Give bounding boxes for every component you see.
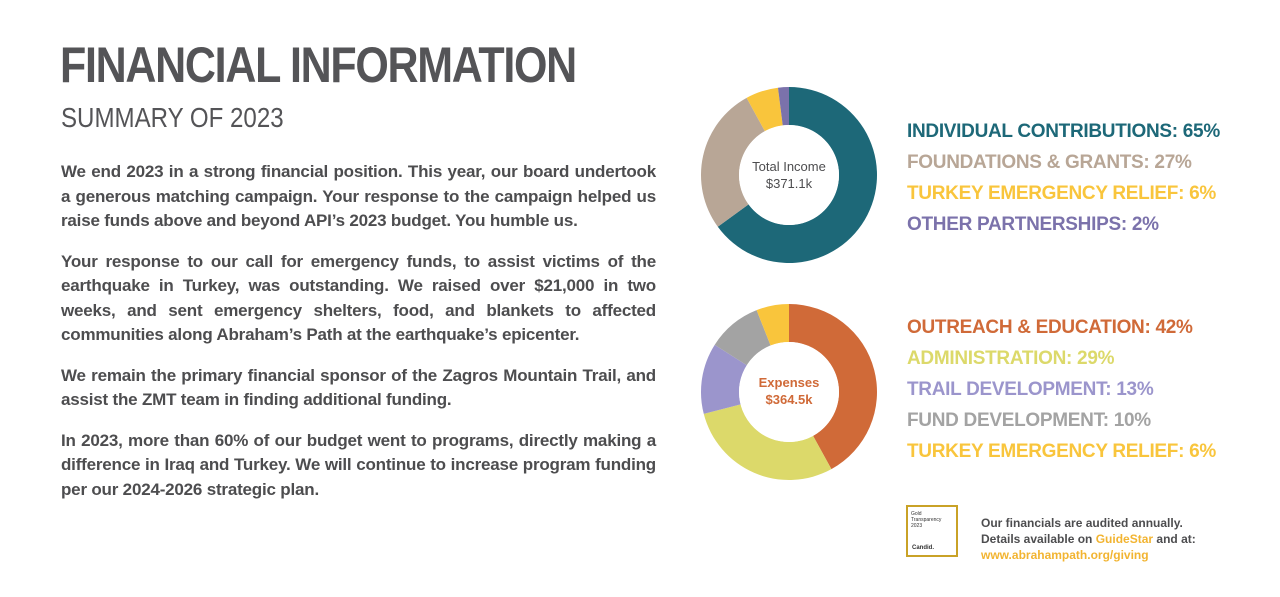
- legend-item: OTHER PARTNERSHIPS: 2%: [907, 214, 1159, 235]
- legend-item: ADMINISTRATION: 29%: [907, 348, 1115, 369]
- expenses-center-value: $364.5k: [765, 392, 813, 407]
- donut-hole-0: [739, 125, 839, 225]
- badge-line-3: 2023: [911, 523, 923, 529]
- donut-slice-0-1: [701, 97, 765, 227]
- badge-line-1: Gold: [911, 511, 922, 517]
- donut-slice-0-3: [777, 87, 789, 126]
- expenses-donut-chart: [701, 304, 877, 480]
- guidestar-link[interactable]: GuideStar: [1095, 532, 1154, 546]
- donut-slice-0-0: [717, 87, 877, 263]
- donut-slice-1-0: [789, 304, 877, 470]
- legend-item: OUTREACH & EDUCATION: 42%: [907, 317, 1193, 338]
- audit-note: Our financials are audited annually. Det…: [981, 515, 1196, 563]
- audit-line-2: Details available on GuideStar and at:: [981, 531, 1196, 547]
- legend-item: FUND DEVELOPMENT: 10%: [907, 410, 1151, 431]
- expenses-center-label: Expenses $364.5k: [739, 374, 839, 408]
- legend-item: TURKEY EMERGENCY RELIEF: 6%: [907, 441, 1216, 462]
- transparency-badge: Gold Transparency 2023 Candid.: [906, 505, 958, 557]
- donut-slice-1-3: [714, 310, 771, 366]
- paragraph-2: Your response to our call for emergency …: [61, 251, 656, 345]
- paragraph-4: In 2023, more than 60% of our budget wen…: [61, 430, 656, 499]
- income-legend: INDIVIDUAL CONTRIBUTIONS: 65% FOUNDATIONS…: [907, 116, 1220, 240]
- audit-line-1: Our financials are audited annually.: [981, 516, 1183, 530]
- donut-slice-1-1: [703, 404, 832, 480]
- badge-brand: Candid.: [912, 545, 934, 551]
- page-title: FINANCIAL INFORMATION: [60, 37, 577, 93]
- legend-item: INDIVIDUAL CONTRIBUTIONS: 65%: [907, 121, 1220, 142]
- giving-url-link[interactable]: www.abrahampath.org/giving: [981, 548, 1149, 562]
- expenses-center-title: Expenses: [758, 375, 820, 390]
- donut-slice-1-2: [701, 344, 747, 414]
- paragraph-3: We remain the primary financial sponsor …: [61, 365, 656, 410]
- page-subtitle: SUMMARY OF 2023: [61, 102, 284, 133]
- badge-line-2: Transparency: [911, 517, 942, 523]
- income-center-value: $371.1k: [765, 176, 813, 191]
- donut-slice-0-2: [746, 87, 783, 132]
- donut-hole-1: [739, 342, 839, 442]
- expenses-legend: OUTREACH & EDUCATION: 42% ADMINISTRATION:…: [907, 312, 1216, 467]
- income-center-label: Total Income $371.1k: [739, 158, 839, 192]
- donut-slice-1-4: [756, 304, 789, 346]
- legend-item: FOUNDATIONS & GRANTS: 27%: [907, 152, 1192, 173]
- legend-item: TURKEY EMERGENCY RELIEF: 6%: [907, 183, 1216, 204]
- audit-line-2-suffix: and at:: [1153, 532, 1196, 546]
- audit-line-2-prefix: Details available on: [981, 532, 1096, 546]
- paragraph-1: We end 2023 in a strong financial positi…: [61, 162, 656, 230]
- summary-text: We end 2023 in a strong financial positi…: [61, 160, 656, 518]
- income-center-title: Total Income: [752, 159, 826, 174]
- legend-item: TRAIL DEVELOPMENT: 13%: [907, 379, 1154, 400]
- income-donut-chart: [701, 87, 877, 263]
